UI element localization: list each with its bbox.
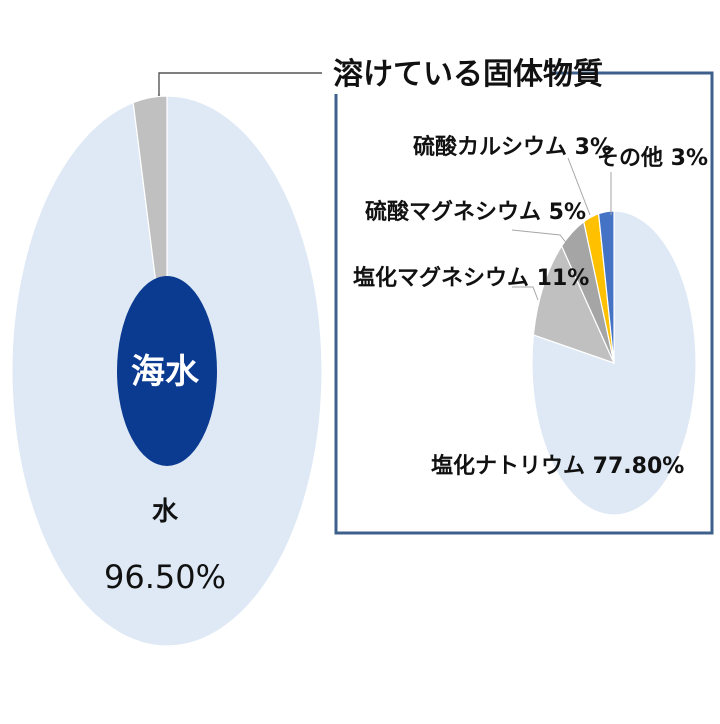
leader-line [158,72,330,96]
label-magnesium-sulfate: 硫酸マグネシウム 5% [365,199,586,225]
inset-pie [531,210,697,516]
inset-label-leaders [511,157,612,301]
pie-slice-magnesium-chloride [532,244,616,365]
label-leader-1 [511,229,569,246]
label-leader-2 [567,157,591,216]
label-magnesium-chloride: 塩化マグネシウム 11% [353,265,589,291]
label-sodium-chloride: 塩化ナトリウム 77.80% [431,453,684,479]
label-calcium-sulfate: 硫酸カルシウム 3% [413,134,612,160]
label-other: その他 3% [597,146,708,171]
center-disk [117,276,217,466]
label-leader-0 [512,286,539,301]
inset-title: 溶けている固体物質 [333,57,603,92]
water-label: 水 [152,497,179,527]
title-backing [322,50,550,94]
center-label: 海水 [131,352,200,392]
water-value-label: 96.50% [104,558,226,596]
pie-slice-other [597,210,615,364]
pie-slice-sodium-chloride [531,210,697,516]
